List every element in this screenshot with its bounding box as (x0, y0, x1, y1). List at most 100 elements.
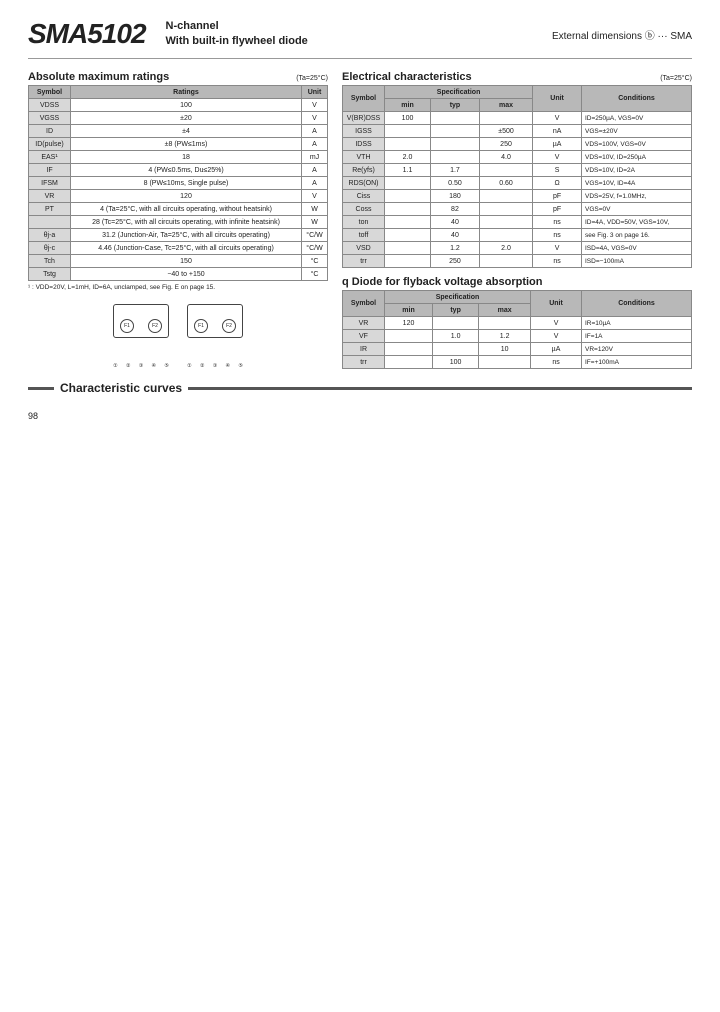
table-cell: µA (531, 343, 582, 356)
col-symbol: Symbol (29, 86, 71, 99)
table-cell: ±500 (479, 125, 532, 138)
table-cell (385, 330, 433, 343)
table-cell: Ciss (343, 190, 385, 203)
table-cell: VDS=10V, ID=2A (582, 164, 692, 177)
table-cell: ns (533, 216, 582, 229)
table-cell: Re(yfs) (343, 164, 385, 177)
table-cell: ISD=−100mA (582, 255, 692, 268)
col-min: min (385, 99, 431, 112)
table-cell: 1.1 (385, 164, 431, 177)
col-typ: typ (431, 99, 480, 112)
table-cell: ns (531, 356, 582, 369)
table-cell: ±4 (71, 125, 302, 138)
table-cell: trr (343, 255, 385, 268)
diode-title-text: Diode for flyback voltage absorption (352, 276, 543, 288)
table-cell: IFSM (29, 177, 71, 190)
table-cell: ID(pulse) (29, 138, 71, 151)
table-cell: 4.46 (Junction-Case, Tc=25°C, with all c… (71, 242, 302, 255)
table-cell: IGSS (343, 125, 385, 138)
table-cell: 1.2 (479, 330, 531, 343)
table-cell: 180 (431, 190, 480, 203)
table-cell (479, 356, 531, 369)
col-max: max (479, 99, 532, 112)
table-cell (479, 216, 532, 229)
package-diagram: F1 F2 ①②③④⑤ (109, 303, 173, 359)
table-cell: VR=120V (582, 343, 692, 356)
table-cell (433, 317, 479, 330)
subtitle-block: N-channel With built-in flywheel diode (166, 19, 308, 50)
table-cell (385, 138, 431, 151)
abs-max-title-text: Absolute maximum ratings (28, 71, 169, 83)
table-cell: V (533, 242, 582, 255)
table-cell: toff (343, 229, 385, 242)
table-cell: mJ (302, 151, 328, 164)
table-cell: 28 (Tc=25°C, with all circuits operating… (71, 216, 302, 229)
table-cell: 1.2 (431, 242, 480, 255)
abs-max-table: Symbol Ratings Unit VDSS 100 VVGSS ±20 V… (28, 85, 328, 281)
table-cell: °C (302, 268, 328, 281)
table-cell: °C (302, 255, 328, 268)
col-unit: Unit (533, 86, 582, 112)
table-cell: VGSS (29, 112, 71, 125)
table-cell: 4 (PW≤0.5ms, Du≤25%) (71, 164, 302, 177)
table-cell: 4.0 (479, 151, 532, 164)
table-cell: 250 (479, 138, 532, 151)
table-cell: ID=4A, VDD=50V, VGS=10V, (582, 216, 692, 229)
col-spec: Specification (385, 86, 533, 99)
col-unit: Unit (531, 291, 582, 317)
table-cell: 100 (385, 112, 431, 125)
table-cell: ns (533, 255, 582, 268)
datasheet-page: SMA5102 N-channel With built-in flywheel… (0, 0, 720, 439)
package-diagram: F1 F2 ①②③④⑤ (183, 303, 247, 359)
table-cell: W (302, 216, 328, 229)
col-ratings: Ratings (71, 86, 302, 99)
table-cell: VSD (343, 242, 385, 255)
table-cell (479, 112, 532, 125)
table-cell: VDS=100V, VGS=0V (582, 138, 692, 151)
table-cell: IF (29, 164, 71, 177)
table-cell: Tstg (29, 268, 71, 281)
table-cell: A (302, 138, 328, 151)
table-cell: VDSS (29, 99, 71, 112)
table-cell: V (302, 190, 328, 203)
table-cell: µA (533, 138, 582, 151)
table-cell (431, 151, 480, 164)
table-cell: IR (343, 343, 385, 356)
table-cell: ton (343, 216, 385, 229)
table-cell (479, 317, 531, 330)
table-cell: VR (29, 190, 71, 203)
pin-diagrams: F1 F2 ①②③④⑤ F1 F2 ①②③④⑤ (28, 303, 328, 359)
table-cell: ID (29, 125, 71, 138)
table-cell: 8 (PW≤10ms, Single pulse) (71, 177, 302, 190)
page-number: 98 (28, 411, 692, 421)
table-cell: VTH (343, 151, 385, 164)
elec-table: Symbol Specification Unit Conditions min… (342, 85, 692, 268)
external-dimensions: External dimensions ⓑ ··· SMA (552, 27, 692, 42)
table-cell: Coss (343, 203, 385, 216)
col-cond: Conditions (582, 86, 692, 112)
table-cell: 40 (431, 229, 480, 242)
table-cell: 150 (71, 255, 302, 268)
table-cell (479, 229, 532, 242)
table-cell: 0.60 (479, 177, 532, 190)
table-cell (433, 343, 479, 356)
table-cell: °C/W (302, 229, 328, 242)
table-cell: A (302, 164, 328, 177)
table-cell (385, 203, 431, 216)
table-cell: −40 to +150 (71, 268, 302, 281)
table-cell (479, 203, 532, 216)
table-cell: V(BR)DSS (343, 112, 385, 125)
table-cell: 31.2 (Junction-Air, Ta=25°C, with all ci… (71, 229, 302, 242)
table-cell: Ω (533, 177, 582, 190)
table-cell: ±8 (PW≤1ms) (71, 138, 302, 151)
table-cell (479, 164, 532, 177)
curves-heading: Characteristic curves (28, 381, 692, 395)
table-cell: VGS=0V (582, 203, 692, 216)
table-cell: 18 (71, 151, 302, 164)
table-cell: A (302, 125, 328, 138)
table-cell: 82 (431, 203, 480, 216)
table-cell: VDS=25V, f=1.0MHz, (582, 190, 692, 203)
table-cell (385, 255, 431, 268)
table-cell: nA (533, 125, 582, 138)
table-cell: 1.7 (431, 164, 480, 177)
